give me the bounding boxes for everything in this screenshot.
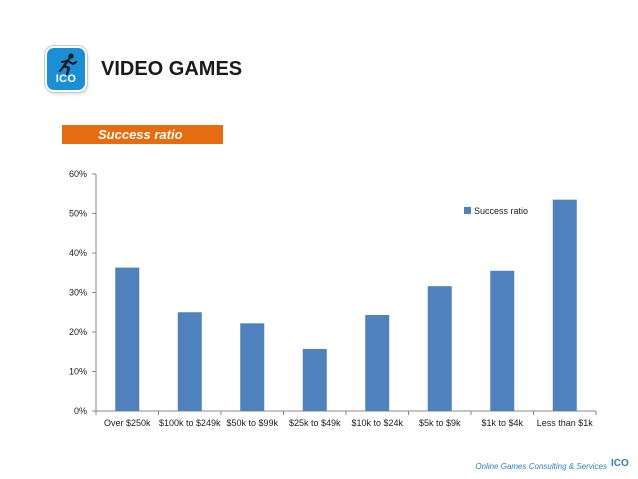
y-tick-label: 20%	[69, 327, 87, 337]
y-tick-label: 30%	[69, 288, 87, 298]
bar	[302, 348, 327, 411]
x-tick-label: Less than $1k	[537, 418, 594, 428]
bar	[115, 267, 140, 411]
x-tick-label: $5k to $9k	[419, 418, 461, 428]
y-tick-label: 60%	[69, 169, 87, 179]
runner-icon	[58, 53, 77, 76]
bar	[365, 315, 390, 411]
bar	[177, 312, 202, 411]
x-tick-label: $10k to $24k	[351, 418, 403, 428]
ico-logo: ICO	[47, 48, 85, 90]
legend-label: Success ratio	[474, 206, 528, 216]
y-tick-label: 10%	[69, 367, 87, 377]
x-tick-label: $25k to $49k	[289, 418, 341, 428]
logo-text: ICO	[55, 73, 77, 85]
page-title: VIDEO GAMES	[101, 58, 243, 80]
section-label: Success ratio	[62, 125, 223, 144]
x-tick-label: Over $250k	[104, 418, 151, 428]
footer-text: Online Games Consulting & Services	[475, 462, 607, 471]
bar	[240, 323, 265, 411]
bar	[490, 270, 515, 411]
x-tick-label: $50k to $99k	[226, 418, 278, 428]
bar	[552, 199, 577, 411]
y-tick-label: 50%	[69, 209, 87, 219]
footer-logo: ICO	[611, 458, 629, 469]
x-tick-label: $100k to $249k	[159, 418, 221, 428]
y-tick-label: 40%	[69, 248, 87, 258]
bar	[427, 286, 452, 411]
x-tick-label: $1k to $4k	[481, 418, 523, 428]
legend-swatch	[464, 207, 471, 214]
y-tick-label: 0%	[74, 406, 87, 416]
